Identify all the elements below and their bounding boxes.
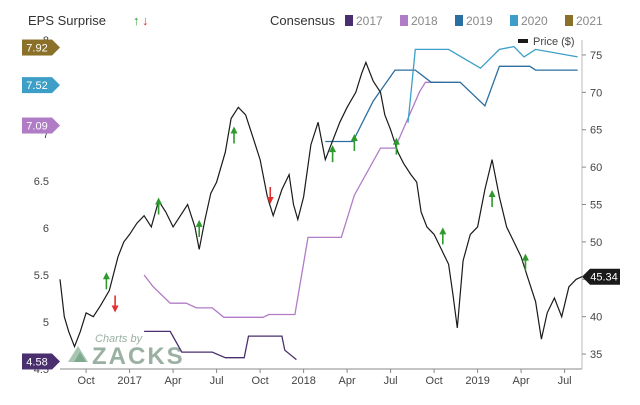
left-tick-label: 7	[43, 129, 49, 141]
last-price-box	[582, 268, 620, 285]
legend-swatch-2019	[455, 15, 463, 26]
x-tick-label: Oct	[252, 375, 269, 387]
legend-swatch-2018	[400, 15, 408, 26]
legend-swatch-2021	[565, 15, 573, 26]
right-tick-label: 60	[590, 162, 602, 174]
legend-label-2018: 2018	[411, 14, 438, 28]
right-tick-label: 55	[590, 200, 602, 212]
consensus-flag-label: 4.58	[26, 356, 47, 368]
x-tick-label: 2017	[117, 375, 141, 387]
surprise-up-arrow-icon	[439, 227, 447, 235]
surprise-up-arrow-icon	[350, 133, 358, 141]
consensus-flag-pointer	[52, 77, 60, 94]
right-tick-label: 40	[590, 312, 602, 324]
last-price-label: 45.34	[590, 272, 618, 284]
consensus-line-2018	[143, 81, 442, 318]
surprise-up-arrow-icon	[521, 253, 529, 261]
consensus-flag-label: 7.09	[26, 121, 47, 133]
x-axis: Oct 2017 Apr Jul Oct 2018 Apr Jul Oct 2019 Apr Jul	[78, 369, 572, 387]
price-legend-swatch	[518, 39, 528, 43]
x-tick-label: Jul	[558, 375, 572, 387]
watermark-by-text: Charts by	[95, 333, 144, 345]
consensus-series-group	[143, 45, 578, 361]
price-line	[59, 60, 583, 349]
watermark-brand-text: ZACKS	[92, 343, 185, 370]
consensus-flag-box	[22, 353, 52, 370]
legend-label-2021: 2021	[576, 14, 603, 28]
plot-area	[60, 40, 582, 369]
consensus-flags: 7.92 7.52 7.09 4.58	[22, 39, 60, 370]
legend-swatch-2017	[345, 15, 353, 26]
eps-surprise-label: EPS Surprise	[28, 13, 106, 28]
surprise-down-arrow-icon	[111, 305, 119, 313]
legend-label-2017: 2017	[356, 14, 383, 28]
consensus-flag-pointer	[52, 39, 60, 56]
down-arrow-icon: ↓	[142, 13, 149, 28]
consensus-line-2020	[407, 45, 578, 123]
consensus-flag-box	[22, 39, 52, 56]
surprise-up-arrow-icon	[102, 272, 110, 280]
legend-label-2020: 2020	[521, 14, 548, 28]
consensus-line-2017	[144, 330, 297, 361]
legend-label-2019: 2019	[466, 14, 493, 28]
x-tick-label: Jul	[384, 375, 398, 387]
zacks-logo-icon	[68, 346, 88, 362]
price-legend-label: Price ($)	[533, 36, 575, 48]
consensus-flag-pointer	[52, 353, 60, 370]
consensus-legend: 2017 2018 2019 2020 2021	[345, 14, 603, 28]
right-tick-label: 50	[590, 237, 602, 249]
consensus-flag-label: 7.92	[26, 43, 47, 55]
consensus-flag-pointer	[52, 117, 60, 134]
surprise-up-arrow-icon	[329, 145, 337, 153]
left-tick-label: 6.5	[34, 176, 49, 188]
consensus-flag-box	[22, 117, 52, 134]
x-tick-label: 2019	[465, 375, 489, 387]
surprise-markers	[102, 126, 529, 313]
x-tick-label: Apr	[339, 375, 356, 387]
left-tick-label: 5	[43, 317, 49, 329]
surprise-up-arrow-icon	[230, 126, 238, 134]
right-tick-label: 75	[590, 50, 602, 62]
x-tick-label: Apr	[513, 375, 530, 387]
consensus-line-2019	[325, 65, 578, 143]
right-tick-label: 65	[590, 125, 602, 137]
right-tick-label: 35	[590, 349, 602, 361]
x-tick-label: Oct	[426, 375, 443, 387]
surprise-up-arrow-icon	[392, 137, 400, 145]
price-series-group	[59, 60, 583, 349]
last-price-tag: 45.34	[582, 268, 620, 285]
consensus-flag-label: 7.52	[26, 80, 47, 92]
right-axis: 354045505560657075	[582, 50, 602, 361]
x-tick-label: Jul	[210, 375, 224, 387]
right-tick-label: 70	[590, 87, 602, 99]
surprise-up-arrow-icon	[488, 190, 496, 198]
x-tick-label: Oct	[78, 375, 95, 387]
surprise-up-arrow-icon	[155, 197, 163, 205]
surprise-up-arrow-icon	[195, 219, 203, 227]
consensus-label: Consensus	[270, 13, 336, 28]
surprise-down-arrow-icon	[266, 197, 274, 205]
price-legend: Price ($)	[518, 36, 575, 48]
left-tick-label: 6	[43, 223, 49, 235]
consensus-flag-box	[22, 77, 52, 94]
up-arrow-icon: ↑	[133, 13, 140, 28]
left-tick-label: 5.5	[34, 270, 49, 282]
x-tick-label: 2018	[291, 375, 315, 387]
zacks-watermark: Charts by ZACKS	[68, 333, 185, 370]
legend-swatch-2020	[510, 15, 518, 26]
x-tick-label: Apr	[165, 375, 182, 387]
